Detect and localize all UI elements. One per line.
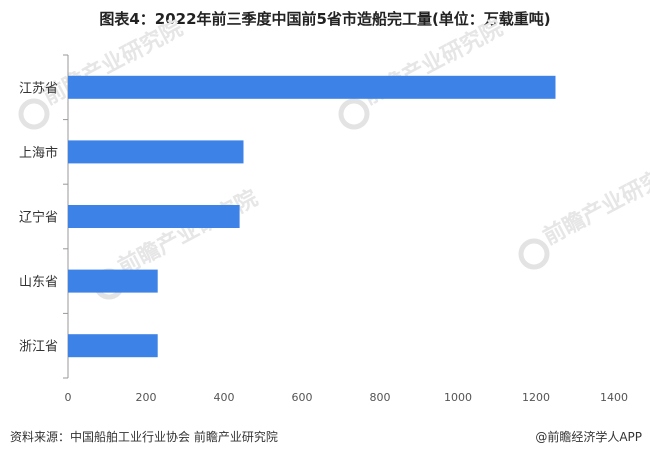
- bar-0: [68, 75, 556, 99]
- watermark-text-2: 前瞻产业研究院: [114, 185, 262, 280]
- brand-credit: @前瞻经济学人APP: [535, 430, 642, 444]
- source-note: 资料来源：中国船舶工业行业协会 前瞻产业研究院: [10, 430, 278, 444]
- category-label: 上海市: [19, 145, 58, 161]
- watermark-logo-0: [18, 98, 50, 130]
- bar-2: [68, 205, 240, 228]
- watermark-text-3: 前瞻产业研究院: [539, 155, 650, 250]
- x-tick-label: 800: [370, 391, 391, 404]
- bar-4: [68, 334, 158, 358]
- watermark-logo-1: [338, 98, 370, 130]
- bar-1: [68, 140, 244, 164]
- x-tick-label: 600: [292, 391, 313, 404]
- x-tick-label: 0: [65, 391, 72, 404]
- watermark-logo-3: [518, 238, 550, 270]
- x-tick-label: 1000: [444, 391, 472, 404]
- category-label: 辽宁省: [19, 210, 58, 226]
- x-tick-label: 200: [136, 391, 157, 404]
- chart-title: 图表4：2022年前三季度中国前5省市造船完工量(单位：万载重吨): [99, 10, 551, 28]
- bar-3: [68, 269, 158, 293]
- x-tick-label: 1200: [522, 391, 550, 404]
- category-label: 山东省: [19, 275, 58, 290]
- x-tick-label: 1400: [600, 391, 628, 404]
- category-label: 江苏省: [19, 80, 58, 96]
- category-label: 浙江省: [19, 340, 58, 355]
- x-tick-label: 400: [214, 391, 235, 404]
